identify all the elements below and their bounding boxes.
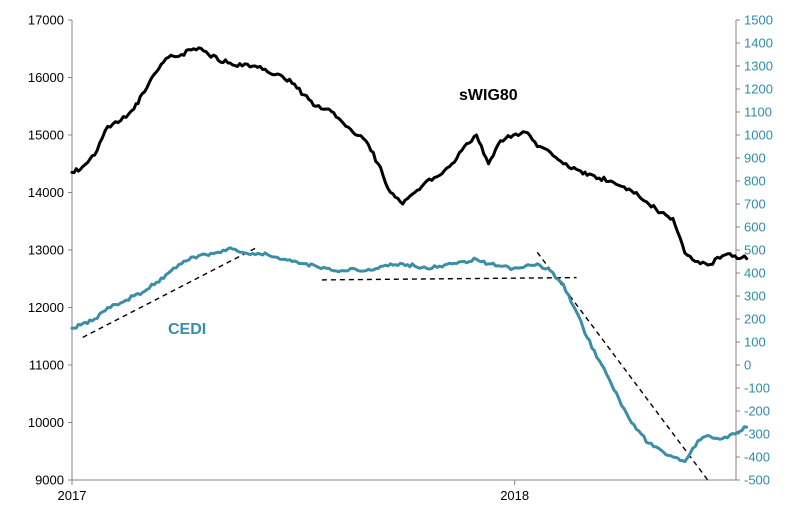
right-tick-label: -100	[744, 381, 770, 396]
right-tick-label: -300	[744, 427, 770, 442]
left-tick-label: 16000	[28, 70, 64, 85]
right-tick-label: -200	[744, 404, 770, 419]
right-tick-label: 100	[744, 335, 766, 350]
left-tick-label: 10000	[28, 415, 64, 430]
right-tick-label: 500	[744, 243, 766, 258]
right-tick-label: 1400	[744, 36, 773, 51]
right-tick-label: 200	[744, 312, 766, 327]
series-line-swig80	[70, 46, 749, 267]
right-tick-label: 400	[744, 266, 766, 281]
series-label-cedi: CEDI	[168, 321, 206, 338]
trend-line-2	[321, 276, 577, 281]
left-tick-label: 14000	[28, 185, 64, 200]
left-tick-label: 13000	[28, 243, 64, 258]
left-tick-label: 11000	[29, 358, 64, 373]
right-tick-label: 1000	[744, 128, 773, 143]
axes	[68, 19, 740, 485]
right-tick-label: 700	[744, 197, 766, 212]
x-tick-label: 2018	[500, 488, 529, 503]
right-tick-label: 600	[744, 220, 766, 235]
right-tick-label: 1500	[744, 13, 773, 28]
right-tick-label: 0	[744, 358, 751, 373]
right-tick-label: 800	[744, 174, 766, 189]
left-tick-label: 17000	[28, 13, 64, 28]
right-tick-label: 1200	[744, 82, 773, 97]
right-tick-label: 1100	[744, 105, 772, 120]
right-tick-label: -400	[744, 450, 770, 465]
series-labels: sWIG80 CEDI	[168, 87, 518, 338]
right-tick-label: 300	[744, 289, 766, 304]
trend-line-1	[82, 247, 257, 339]
right-tick-label: 1300	[744, 59, 773, 74]
left-tick-label: 12000	[28, 300, 64, 315]
right-tick-label: -500	[744, 473, 770, 488]
right-tick-label: 900	[744, 151, 766, 166]
series-line-cedi	[70, 246, 749, 464]
tick-labels: 9000100001100012000130001400015000160001…	[28, 13, 773, 504]
series-label-swig80: sWIG80	[459, 87, 518, 104]
series-lines	[70, 46, 749, 464]
left-tick-label: 15000	[28, 128, 64, 143]
x-tick-label: 2017	[58, 488, 87, 503]
left-tick-label: 9000	[35, 473, 64, 488]
